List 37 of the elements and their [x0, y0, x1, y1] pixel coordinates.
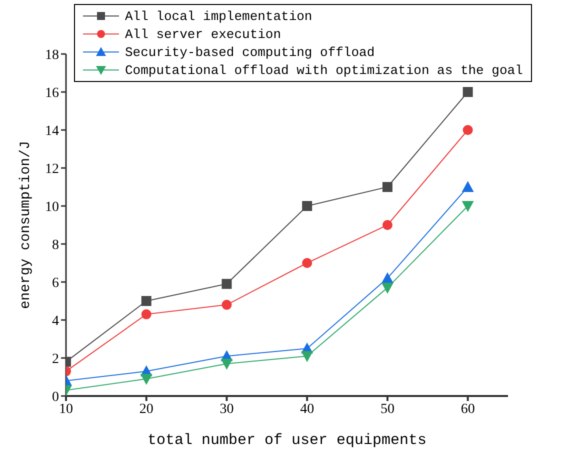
- y-axis-title: energy consumption/J: [18, 140, 34, 310]
- legend-label: All local implementation: [125, 8, 312, 24]
- x-tick-label: 30: [220, 402, 234, 417]
- point: [462, 125, 473, 135]
- point: [140, 374, 152, 385]
- point: [301, 351, 314, 362]
- legend-label: Security-based computing offload: [125, 44, 375, 60]
- y-tick-label: 16: [45, 86, 59, 101]
- y-tick-label: 8: [52, 238, 59, 253]
- x-axis-title: total number of user equipments: [147, 432, 427, 449]
- x-tick-label: 50: [380, 402, 394, 417]
- legend-label: Computational offload with optimization as the goal: [125, 62, 523, 78]
- y-tick-label: 14: [45, 124, 59, 139]
- point: [302, 258, 312, 268]
- point: [462, 201, 474, 212]
- x-tick-label: 20: [139, 402, 154, 417]
- point: [302, 201, 312, 211]
- point: [462, 181, 474, 192]
- point: [141, 309, 152, 320]
- x-tick-label: 40: [300, 402, 314, 417]
- point: [381, 282, 394, 294]
- y-tick-label: 0: [52, 390, 59, 405]
- legend-label: All server execution: [125, 26, 282, 42]
- point: [141, 296, 152, 306]
- y-tick-label: 12: [45, 162, 59, 177]
- x-tick-label: 60: [460, 402, 475, 417]
- point: [462, 87, 473, 97]
- y-tick-label: 6: [52, 276, 59, 291]
- point: [220, 358, 233, 370]
- point: [382, 182, 392, 192]
- point: [222, 300, 232, 310]
- y-tick-label: 2: [52, 352, 59, 367]
- y-tick-label: 4: [52, 314, 59, 329]
- y-tick-label: 18: [45, 48, 59, 63]
- y-tick-label: 10: [45, 200, 59, 215]
- point: [222, 278, 232, 289]
- point: [382, 220, 392, 230]
